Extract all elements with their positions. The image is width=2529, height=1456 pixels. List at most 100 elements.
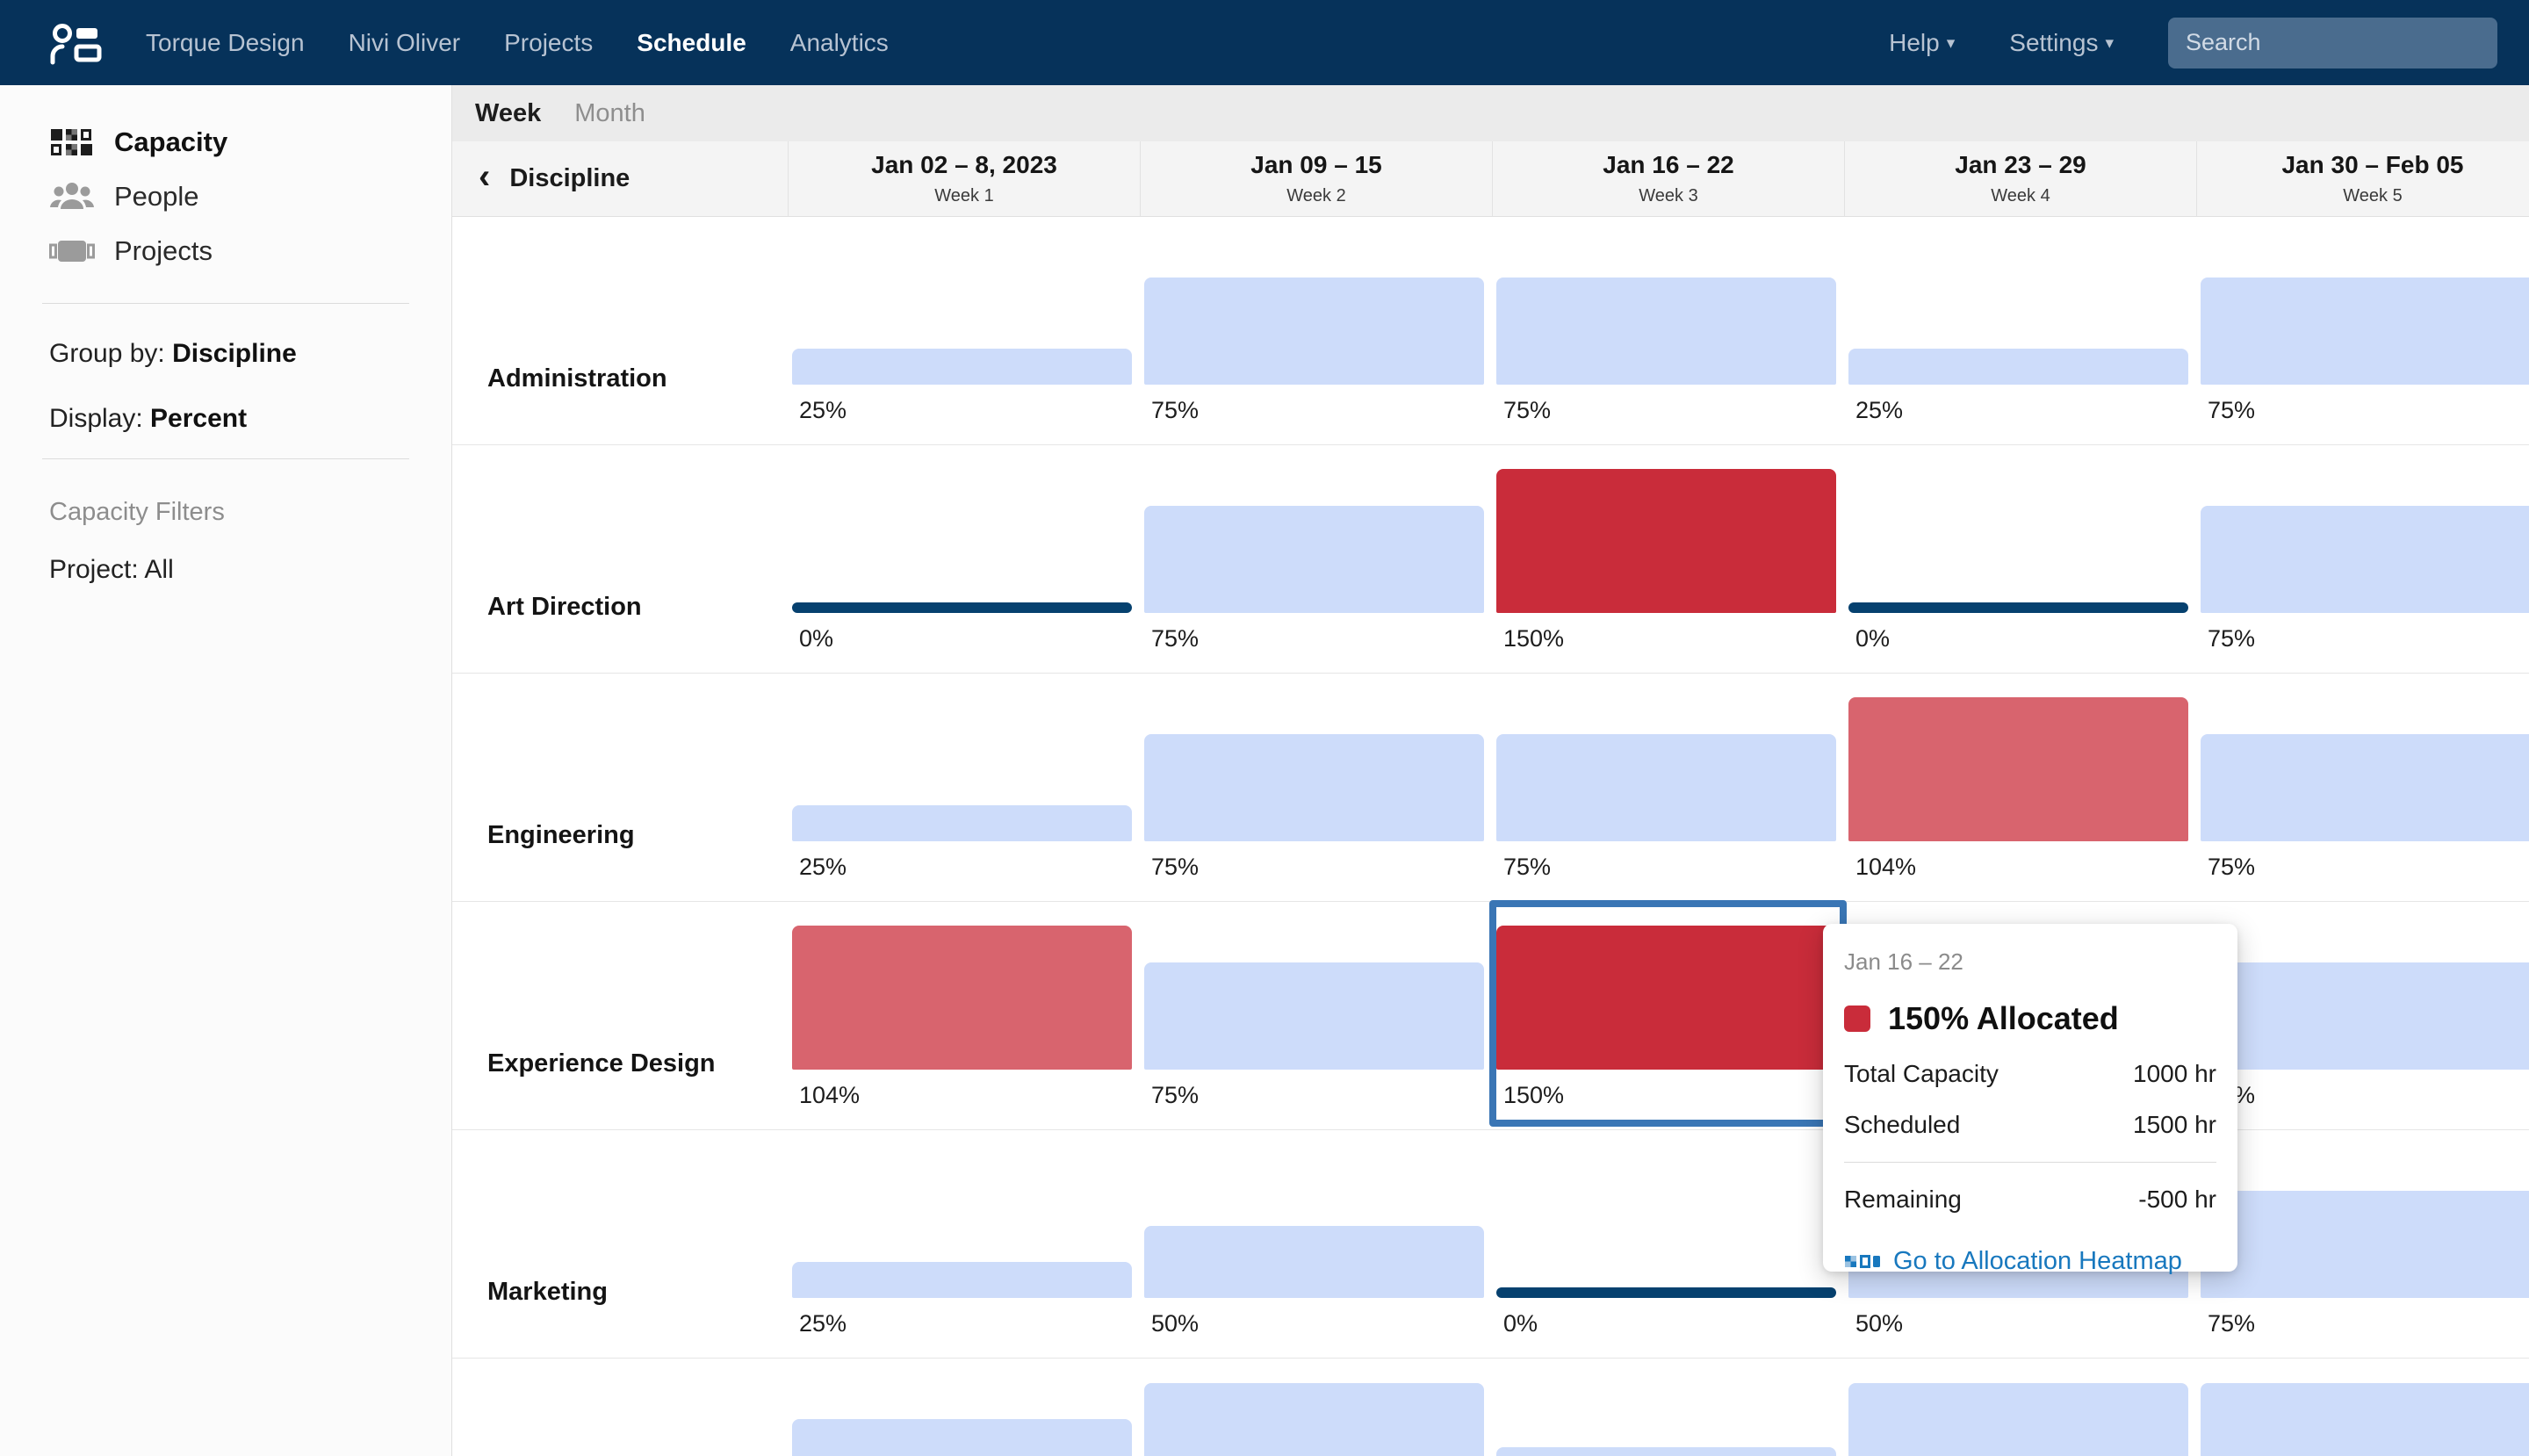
capacity-bar[interactable] [2201, 1383, 2529, 1456]
capacity-bar[interactable] [1848, 349, 2188, 385]
capacity-cell[interactable]: 25% [788, 1130, 1140, 1359]
sidebar: Capacity People Projects Group by: Discipl… [0, 85, 452, 1456]
capacity-cell[interactable]: 75% [2196, 674, 2529, 902]
capacity-cell[interactable]: 75% [1140, 674, 1492, 902]
capacity-bar[interactable] [1496, 278, 1836, 385]
group-by-setting[interactable]: Group by: Discipline [49, 339, 297, 368]
week-range-label: Jan 16 – 22 [1603, 151, 1734, 178]
capacity-bar[interactable] [792, 926, 1132, 1070]
row-label: Experience Design [487, 1049, 716, 1078]
settings-menu[interactable]: Settings ▾ [2009, 28, 2114, 56]
heatmap-link-label: Go to Allocation Heatmap [1893, 1247, 2182, 1275]
sidebar-item-label: Projects [114, 235, 213, 266]
capacity-bar[interactable] [1496, 469, 1836, 613]
capacity-bar[interactable] [792, 1419, 1132, 1456]
capacity-cell[interactable]: 75% [1140, 902, 1492, 1130]
grid-header: ‹ Discipline Jan 02 – 8, 2023 Week 1 Jan 0… [452, 141, 2529, 217]
nav-link-nivi-oliver[interactable]: Nivi Oliver [348, 28, 461, 56]
capacity-row-art-direction: Art Direction 0% 75% 150% 0% 75% [452, 445, 2529, 674]
project-filter[interactable]: Project: All [49, 555, 174, 584]
nav-link-projects[interactable]: Projects [504, 28, 594, 56]
capacity-cell[interactable]: 75% [1140, 217, 1492, 445]
capacity-cell[interactable] [1844, 1359, 2196, 1456]
tooltip-scheduled-row: Scheduled 1500 hr [1844, 1111, 2216, 1138]
go-to-allocation-heatmap-link[interactable]: Go to Allocation Heatmap [1844, 1247, 2216, 1276]
capacity-bar[interactable] [792, 349, 1132, 385]
capacity-cell[interactable]: 150% [1492, 902, 1844, 1130]
capacity-bar[interactable] [792, 602, 1132, 613]
capacity-cell[interactable]: 50% [1140, 1130, 1492, 1359]
capacity-bar[interactable] [1848, 602, 2188, 613]
nav-link-torque-design[interactable]: Torque Design [146, 28, 305, 56]
chevron-left-icon[interactable]: ‹ [479, 156, 491, 196]
sidebar-item-capacity[interactable]: Capacity [0, 115, 451, 169]
app-logo-icon[interactable] [47, 19, 102, 67]
chevron-down-icon: ▾ [1946, 33, 1956, 53]
capacity-bar[interactable] [1848, 697, 2188, 841]
capacity-bar[interactable] [1496, 1287, 1836, 1298]
group-column-header: ‹ Discipline [452, 141, 788, 216]
capacity-bar[interactable] [1496, 1447, 1836, 1456]
search-input[interactable] [2168, 17, 2497, 68]
capacity-cell[interactable] [2196, 1359, 2529, 1456]
capacity-cell[interactable]: 75% [1140, 445, 1492, 674]
capacity-bar[interactable] [1144, 962, 1484, 1070]
capacity-cell[interactable] [788, 1359, 1140, 1456]
week-range-label: Jan 30 – Feb 05 [2281, 151, 2464, 178]
capacity-bar[interactable] [1144, 506, 1484, 613]
capacity-cell[interactable]: 75% [2196, 902, 2529, 1130]
sidebar-nav: Capacity People Projects [0, 85, 451, 278]
capacity-cell[interactable]: 75% [2196, 445, 2529, 674]
capacity-bar[interactable] [1144, 1226, 1484, 1298]
capacity-cell[interactable]: 0% [788, 445, 1140, 674]
capacity-cell[interactable]: 0% [1844, 445, 2196, 674]
capacity-bar[interactable] [1496, 734, 1836, 841]
capacity-bar[interactable] [1144, 278, 1484, 385]
capacity-cell[interactable] [1492, 1359, 1844, 1456]
nav-link-schedule[interactable]: Schedule [637, 28, 746, 56]
capacity-cell[interactable] [1140, 1359, 1492, 1456]
capacity-cell[interactable]: 25% [788, 674, 1140, 902]
capacity-bar[interactable] [1496, 926, 1836, 1070]
week-column-header-2: Jan 09 – 15 Week 2 [1140, 141, 1492, 216]
capacity-cell[interactable]: 75% [1492, 217, 1844, 445]
week-number-label: Week 5 [2343, 186, 2403, 205]
capacity-cell[interactable]: 150% [1492, 445, 1844, 674]
sidebar-item-people[interactable]: People [0, 169, 451, 224]
capacity-bar[interactable] [2201, 734, 2529, 841]
capacity-bar[interactable] [792, 805, 1132, 841]
tooltip-total-capacity-row: Total Capacity 1000 hr [1844, 1060, 2216, 1087]
capacity-cell[interactable]: 75% [1492, 674, 1844, 902]
capacity-bar[interactable] [1848, 1383, 2188, 1456]
sidebar-item-projects[interactable]: Projects [0, 224, 451, 278]
capacity-row-marketing: Marketing 25% 50% 0% 50% 75% [452, 1130, 2529, 1359]
capacity-cell[interactable]: 104% [1844, 674, 2196, 902]
tab-week[interactable]: Week [475, 98, 542, 127]
capacity-bar[interactable] [2201, 506, 2529, 613]
percent-label: 50% [1855, 1310, 1904, 1337]
capacity-cell[interactable]: 25% [1844, 217, 2196, 445]
capacity-bar[interactable] [2201, 1191, 2529, 1298]
week-range-label: Jan 02 – 8, 2023 [871, 151, 1057, 178]
capacity-bar[interactable] [792, 1262, 1132, 1298]
week-number-label: Week 1 [934, 186, 994, 205]
row-label: Art Direction [487, 593, 642, 621]
percent-label: 25% [1855, 397, 1904, 423]
capacity-bar[interactable] [2201, 962, 2529, 1070]
capacity-cell[interactable]: 104% [788, 902, 1140, 1130]
capacity-row-experience-design: Experience Design 104% 75% 150% 75% [452, 900, 2529, 1130]
allocation-tooltip: Jan 16 – 22 150% Allocated Total Capacit… [1823, 924, 2237, 1275]
capacity-cell[interactable]: 0% [1492, 1130, 1844, 1359]
sidebar-divider [42, 458, 409, 459]
nav-link-analytics[interactable]: Analytics [789, 28, 889, 56]
capacity-cell[interactable]: 75% [2196, 1130, 2529, 1359]
help-menu[interactable]: Help ▾ [1889, 28, 1956, 56]
capacity-bar[interactable] [1144, 734, 1484, 841]
display-setting[interactable]: Display: Percent [49, 404, 248, 433]
capacity-bar[interactable] [1144, 1383, 1484, 1456]
capacity-bar[interactable] [2201, 278, 2529, 385]
capacity-cell[interactable]: 25% [788, 217, 1140, 445]
capacity-cell[interactable]: 75% [2196, 217, 2529, 445]
tab-month[interactable]: Month [574, 98, 645, 127]
percent-label: 75% [1503, 397, 1552, 423]
